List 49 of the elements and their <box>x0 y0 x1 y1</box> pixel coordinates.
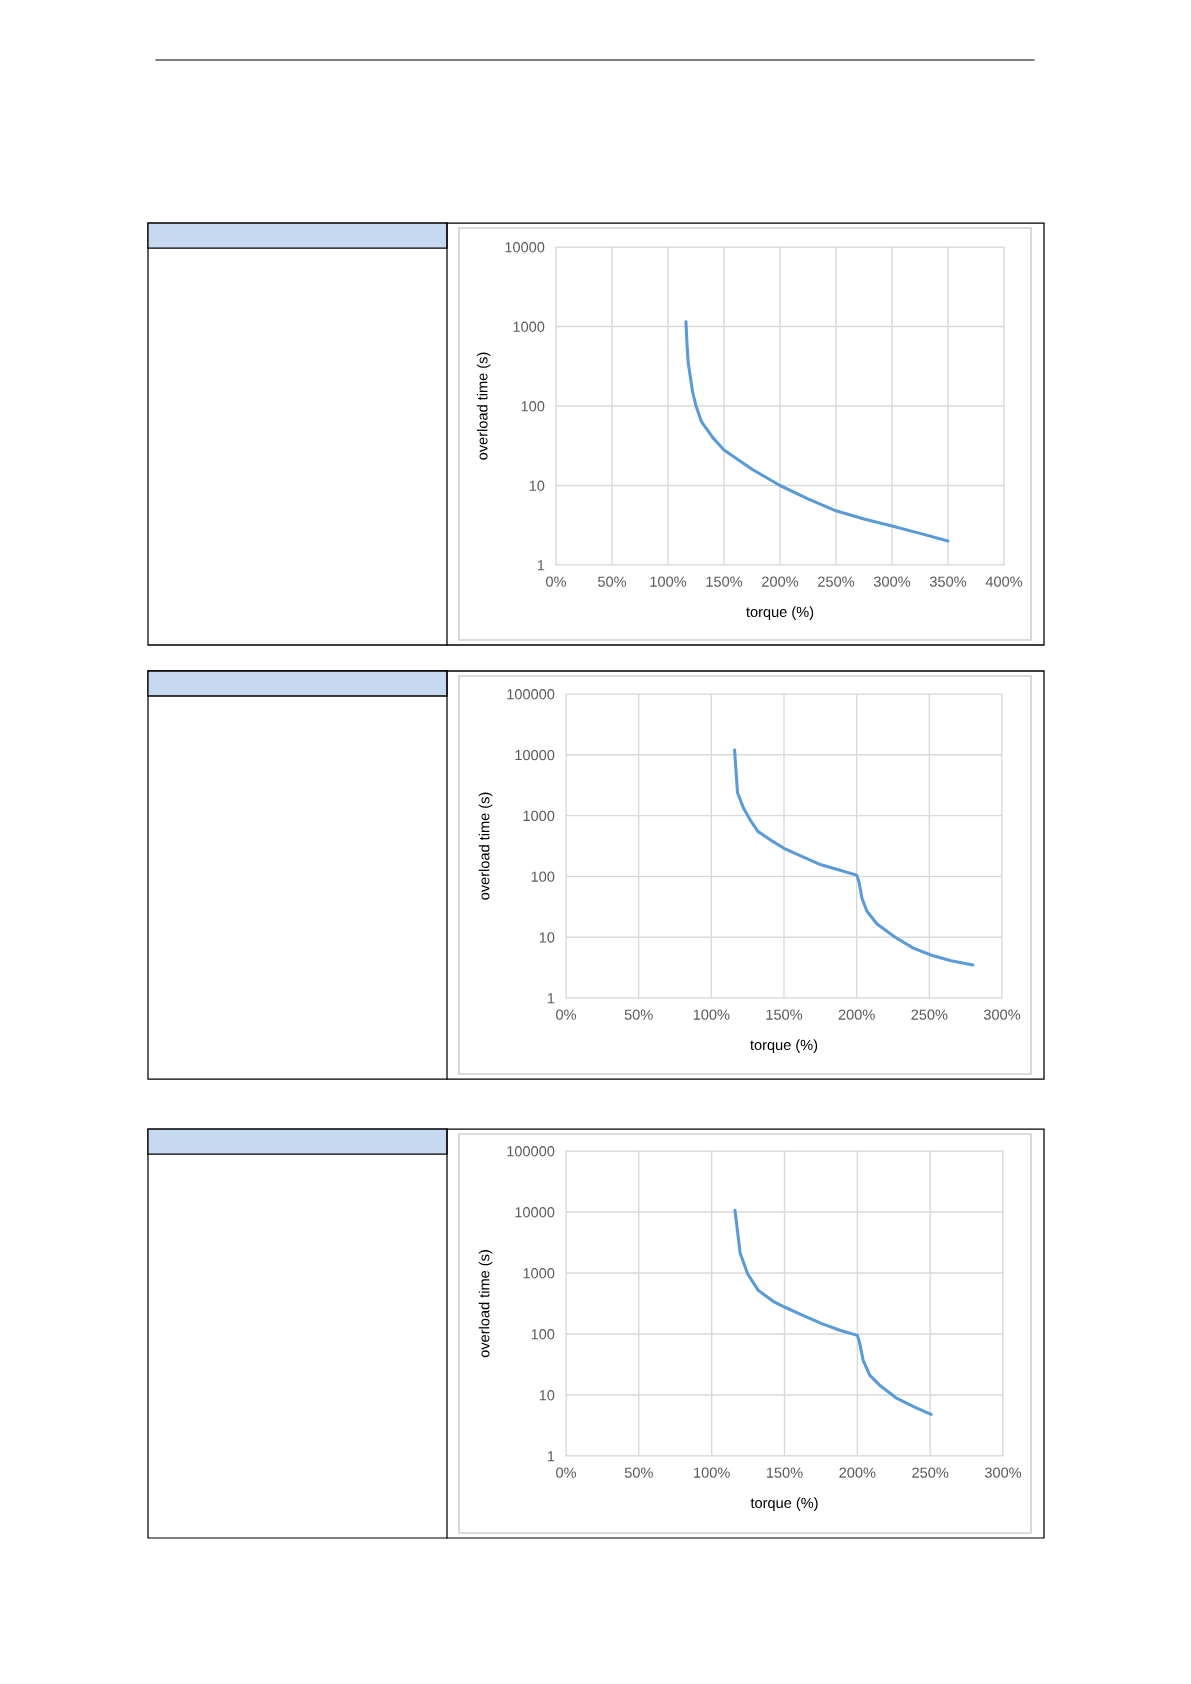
line-series <box>733 748 975 967</box>
x-axis-title: torque (%) <box>750 1497 818 1511</box>
y-tick-label: 10000 <box>515 1207 555 1218</box>
x-tick-label: 150% <box>766 1467 803 1478</box>
x-tick-label: 200% <box>838 1009 875 1020</box>
x-axis-title: torque (%) <box>746 606 814 620</box>
x-tick-label: 100% <box>693 1009 730 1020</box>
x-tick-label: 250% <box>911 1009 948 1020</box>
y-tick-label: 1 <box>537 560 545 571</box>
y-tick-label: 100000 <box>507 1146 555 1157</box>
x-tick-label: 50% <box>597 576 627 587</box>
x-axis-title: torque (%) <box>750 1039 818 1053</box>
y-axis-title: overload time (s) <box>476 352 491 460</box>
x-tick-label: 300% <box>984 1467 1022 1478</box>
x-tick-label: 100% <box>694 1467 730 1478</box>
y-tick-label: 100 <box>531 1329 555 1340</box>
y-tick-label: 10 <box>539 1390 555 1401</box>
x-tick-label: 0% <box>546 576 567 587</box>
y-tick-label: 100000 <box>507 689 555 700</box>
y-tick-label: 100 <box>531 871 555 882</box>
y-tick-label: 10 <box>539 932 555 943</box>
x-tick-label: 200% <box>762 576 799 587</box>
x-tick-label: 100% <box>650 576 687 587</box>
x-tick-label: 150% <box>766 1009 803 1020</box>
x-tick-label: 50% <box>624 1009 653 1020</box>
y-axis-title: overload time (s) <box>478 1250 493 1358</box>
line-series <box>733 1208 933 1416</box>
y-tick-label: 1000 <box>523 1268 555 1279</box>
x-tick-label: 250% <box>818 576 855 587</box>
y-tick-label: 1000 <box>513 321 545 332</box>
x-tick-label: 0% <box>556 1009 577 1020</box>
x-tick-label: 350% <box>929 576 967 587</box>
y-tick-label: 1 <box>547 1451 555 1462</box>
y-tick-label: 10000 <box>505 242 545 253</box>
y-axis-title: overload time (s) <box>478 792 493 900</box>
x-tick-label: 250% <box>912 1467 949 1478</box>
y-tick-label: 10 <box>529 480 545 491</box>
x-tick-label: 300% <box>983 1009 1021 1020</box>
line-series <box>684 320 950 543</box>
y-tick-label: 1 <box>547 993 555 1004</box>
x-tick-label: 50% <box>624 1467 653 1478</box>
x-tick-label: 300% <box>873 576 911 587</box>
x-tick-label: 400% <box>985 576 1023 587</box>
x-tick-label: 200% <box>839 1467 876 1478</box>
x-tick-label: 0% <box>556 1467 577 1478</box>
x-tick-label: 150% <box>706 576 743 587</box>
y-tick-label: 10000 <box>515 749 555 761</box>
y-tick-label: 1000 <box>523 810 555 822</box>
y-tick-label: 100 <box>521 401 545 412</box>
